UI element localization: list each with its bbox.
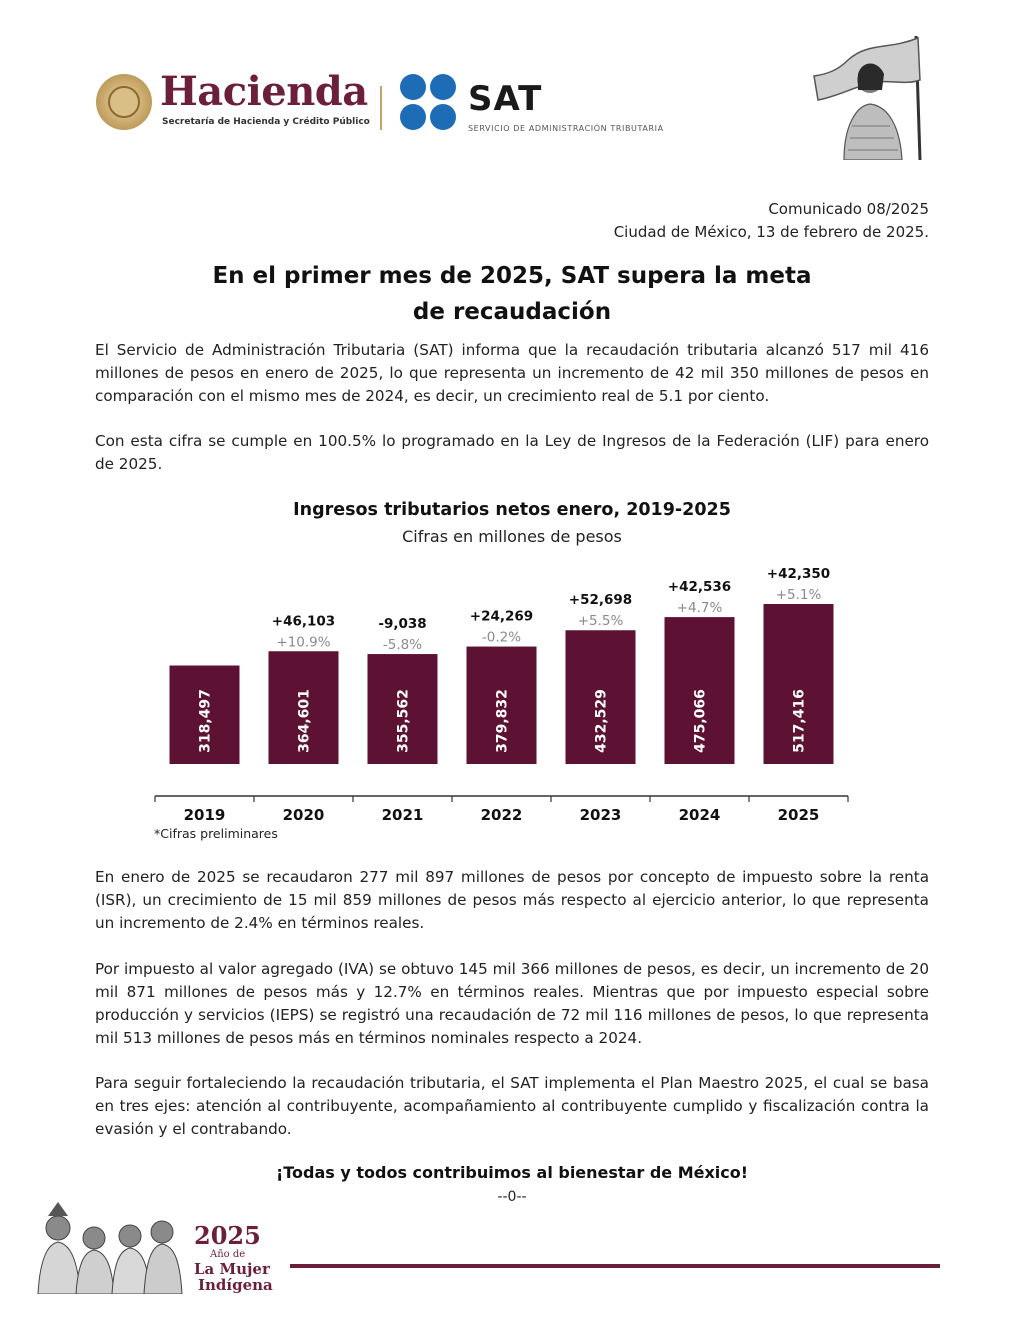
indigenous-women-illustration-icon — [37, 1202, 183, 1294]
date-block: Comunicado 08/2025 Ciudad de México, 13 … — [614, 198, 929, 244]
x-tick-label-2024: 2024 — [679, 806, 721, 824]
abs-change-label-2023: +52,698 — [569, 592, 632, 608]
paragraph-1: El Servicio de Administración Tributaria… — [95, 341, 929, 405]
x-tick-label-2021: 2021 — [382, 806, 424, 824]
bar-2023 — [565, 630, 636, 764]
bar-value-label-2023: 432,529 — [594, 689, 610, 753]
sat-subtitle: SERVICIO DE ADMINISTRACIÓN TRIBUTARIA — [468, 124, 664, 133]
bar-value-label-2019: 318,497 — [198, 689, 214, 753]
pct-change-label-2023: +5.5% — [578, 613, 624, 629]
x-tick-label-2020: 2020 — [283, 806, 325, 824]
bar-2022 — [466, 646, 537, 764]
bar-value-label-2021: 355,562 — [396, 689, 412, 753]
bar-2024 — [664, 617, 735, 764]
footer-rule — [290, 1264, 940, 1268]
paragraph-5: Para seguir fortaleciendo la recaudación… — [95, 1074, 929, 1138]
paragraph-4: Por impuesto al valor agregado (IVA) se … — [95, 960, 929, 1047]
abs-change-label-2025: +42,350 — [767, 566, 830, 582]
abs-change-label-2024: +42,536 — [668, 579, 731, 595]
footer-line-3: Indígena — [198, 1276, 273, 1294]
pct-change-label-2024: +4.7% — [677, 600, 723, 616]
bar-value-label-2024: 475,066 — [693, 689, 709, 753]
chart-note: *Cifras preliminares — [154, 826, 278, 841]
x-tick-label-2019: 2019 — [184, 806, 226, 824]
footer-line-1: Año de — [210, 1249, 246, 1260]
bar-2019 — [169, 665, 240, 764]
pct-change-label-2021: -5.8% — [383, 637, 422, 653]
closing-slogan: ¡Todas y todos contribuimos al bienestar… — [275, 1163, 749, 1182]
abs-change-label-2020: +46,103 — [272, 613, 335, 629]
footer-year: 2025 — [194, 1221, 261, 1250]
bar-value-label-2025: 517,416 — [792, 689, 808, 753]
x-tick-label-2025: 2025 — [778, 806, 820, 824]
communique-number: Comunicado 08/2025 — [768, 200, 929, 218]
eagle-emblem-icon — [108, 86, 140, 118]
heroine-flag-illustration-icon — [813, 35, 922, 160]
bar-2025 — [763, 604, 834, 764]
abs-change-label-2021: -9,038 — [378, 616, 426, 632]
header-divider — [380, 86, 382, 130]
bar-chart: 318,497 2019 364,601 +10.9% +46,103 2020 355,5… — [154, 566, 849, 824]
title-line-2: de recaudación — [412, 299, 612, 325]
x-tick-label-2023: 2023 — [580, 806, 622, 824]
paragraph-2: Con esta cifra se cumple en 100.5% lo pr… — [95, 432, 929, 473]
footer-line-2: La Mujer — [194, 1260, 270, 1278]
chart-subtitle: Cifras en millones de pesos — [402, 527, 622, 546]
bar-2021 — [367, 654, 438, 764]
hacienda-subtitle: Secretaría de Hacienda y Crédito Público — [162, 117, 370, 127]
chart-title: Ingresos tributarios netos enero, 2019-2… — [293, 500, 731, 520]
page-header: Hacienda Secretaría de Hacienda y Crédit… — [0, 0, 1024, 170]
paragraph-3: En enero de 2025 se recaudaron 277 mil 8… — [95, 868, 929, 932]
pct-change-label-2022: -0.2% — [482, 630, 521, 646]
sat-logo-text: SAT — [468, 79, 543, 119]
pct-change-label-2025: +5.1% — [776, 587, 822, 603]
page-title: En el primer mes de 2025, SAT supera la … — [0, 258, 1024, 330]
title-line-1: En el primer mes de 2025, SAT supera la … — [212, 263, 812, 289]
bar-2020 — [268, 651, 339, 764]
place-date: Ciudad de México, 13 de febrero de 2025. — [613, 223, 929, 241]
bar-value-label-2022: 379,832 — [495, 689, 511, 753]
hacienda-logo-text: Hacienda — [160, 68, 368, 115]
pct-change-label-2020: +10.9% — [276, 634, 330, 650]
end-mark: --0-- — [497, 1189, 527, 1205]
x-tick-label-2022: 2022 — [481, 806, 523, 824]
sat-dots-icon — [400, 74, 460, 130]
abs-change-label-2022: +24,269 — [470, 609, 533, 625]
bar-value-label-2020: 364,601 — [297, 689, 313, 753]
national-seal-icon — [96, 74, 152, 130]
